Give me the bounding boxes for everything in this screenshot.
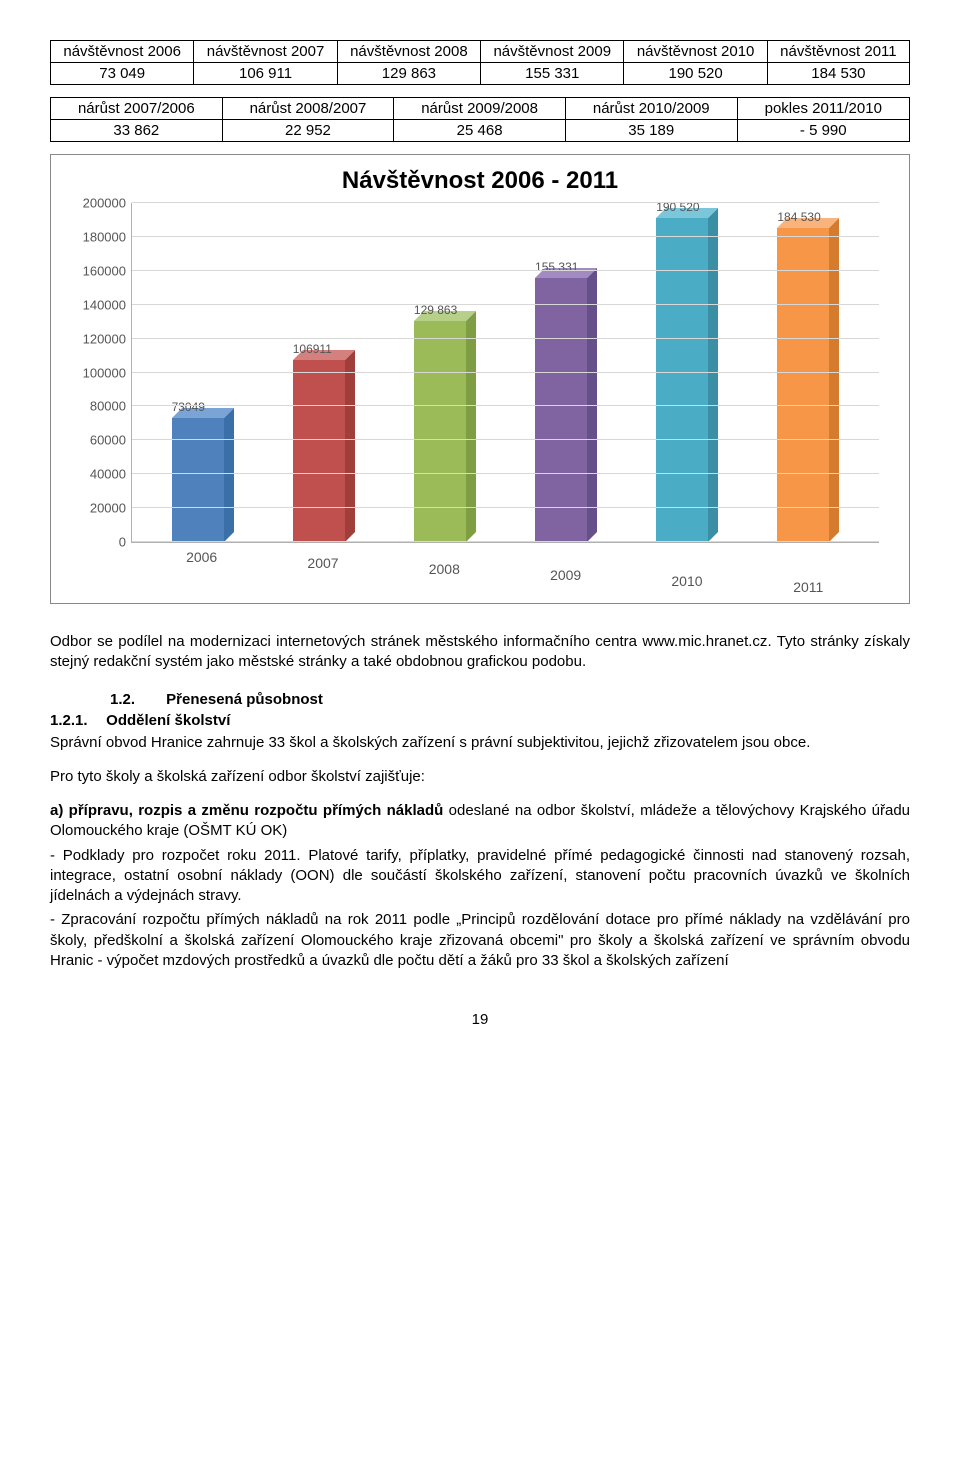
plot-area: 73049106911129 863155 331190 520184 530 … bbox=[131, 203, 879, 543]
visits-table: návštěvnost 2006 návštěvnost 2007 návště… bbox=[50, 40, 910, 85]
table-header: návštěvnost 2010 bbox=[624, 41, 767, 63]
text: Odbor se podílel na modernizaci internet… bbox=[50, 633, 642, 650]
y-tick-label: 0 bbox=[72, 535, 126, 550]
heading-level-3: 1.2.1. Oddělení školství bbox=[50, 712, 910, 729]
grid-line bbox=[132, 439, 879, 440]
table-cell: 22 952 bbox=[222, 120, 394, 142]
y-tick-label: 60000 bbox=[72, 433, 126, 448]
heading-text: Přenesená působnost bbox=[166, 691, 323, 708]
paragraph: - Zpracování rozpočtu přímých nákladů na… bbox=[50, 910, 910, 971]
table-header: nárůst 2008/2007 bbox=[222, 98, 394, 120]
grid-line bbox=[132, 507, 879, 508]
y-tick-label: 200000 bbox=[72, 196, 126, 211]
grid-line bbox=[132, 270, 879, 271]
paragraph: Odbor se podílel na modernizaci internet… bbox=[50, 632, 910, 673]
x-axis-labels: 2006 2007 2008 2009 2010 2011 bbox=[131, 543, 879, 593]
x-tick-label: 2006 bbox=[167, 543, 237, 593]
table-header: návštěvnost 2009 bbox=[481, 41, 624, 63]
table-cell: 25 468 bbox=[394, 120, 566, 142]
y-tick-label: 140000 bbox=[72, 297, 126, 312]
heading-level-2: 1.2. Přenesená působnost bbox=[110, 691, 910, 708]
heading-number: 1.2. bbox=[110, 691, 162, 708]
table-cell: 129 863 bbox=[337, 63, 480, 85]
table-cell: 33 862 bbox=[51, 120, 223, 142]
y-tick-label: 100000 bbox=[72, 365, 126, 380]
table-cell: 73 049 bbox=[51, 63, 194, 85]
table-header: nárůst 2007/2006 bbox=[51, 98, 223, 120]
bar: 129 863 bbox=[410, 321, 480, 542]
y-tick-label: 80000 bbox=[72, 399, 126, 414]
table-cell: 190 520 bbox=[624, 63, 767, 85]
table-header: návštěvnost 2007 bbox=[194, 41, 337, 63]
y-tick-label: 20000 bbox=[72, 501, 126, 516]
x-tick-label: 2008 bbox=[409, 543, 479, 593]
x-tick-label: 2011 bbox=[773, 543, 843, 593]
bar: 155 331 bbox=[531, 278, 601, 542]
y-tick-label: 160000 bbox=[72, 263, 126, 278]
grid-line bbox=[132, 473, 879, 474]
bars-row: 73049 106911 129 863 155 331 190 520 184 530 bbox=[132, 203, 879, 542]
y-tick-label: 180000 bbox=[72, 229, 126, 244]
paragraph: - Podklady pro rozpočet roku 2011. Plato… bbox=[50, 846, 910, 907]
grid-line bbox=[132, 372, 879, 373]
table-header: návštěvnost 2008 bbox=[337, 41, 480, 63]
bar-value-label: 155 331 bbox=[535, 260, 578, 274]
grid-line bbox=[132, 541, 879, 542]
chart-title: Návštěvnost 2006 - 2011 bbox=[71, 167, 889, 195]
table-cell: 35 189 bbox=[565, 120, 737, 142]
grid-line bbox=[132, 405, 879, 406]
bar: 184 530 bbox=[773, 228, 843, 542]
table-header: nárůst 2009/2008 bbox=[394, 98, 566, 120]
grid-line bbox=[132, 236, 879, 237]
table-row: 33 862 22 952 25 468 35 189 - 5 990 bbox=[51, 120, 910, 142]
paragraph: a) přípravu, rozpis a změnu rozpočtu pří… bbox=[50, 801, 910, 842]
bar: 106911 bbox=[289, 360, 359, 542]
bar-value-label: 106911 bbox=[293, 342, 332, 356]
table-header: nárůst 2010/2009 bbox=[565, 98, 737, 120]
grid-line bbox=[132, 304, 879, 305]
heading-text: Oddělení školství bbox=[106, 712, 230, 729]
table-cell: - 5 990 bbox=[737, 120, 909, 142]
x-tick-label: 2010 bbox=[652, 543, 722, 593]
page-number: 19 bbox=[50, 1011, 910, 1028]
chart-plot: 73049106911129 863155 331190 520184 530 … bbox=[131, 203, 879, 593]
paragraph: Pro tyto školy a školská zařízení odbor … bbox=[50, 767, 910, 787]
y-tick-label: 40000 bbox=[72, 467, 126, 482]
table-header: pokles 2011/2010 bbox=[737, 98, 909, 120]
bar: 190 520 bbox=[652, 218, 722, 542]
x-tick-label: 2009 bbox=[531, 543, 601, 593]
bar-value-label: 184 530 bbox=[777, 210, 820, 224]
y-tick-label: 120000 bbox=[72, 331, 126, 346]
table-cell: 184 530 bbox=[767, 63, 909, 85]
table-cell: 106 911 bbox=[194, 63, 337, 85]
x-tick-label: 2007 bbox=[288, 543, 358, 593]
visits-chart: Návštěvnost 2006 - 2011 73049 106911 129 8… bbox=[50, 154, 910, 604]
heading-number: 1.2.1. bbox=[50, 712, 102, 729]
bar-value-label: 129 863 bbox=[414, 303, 457, 317]
table-header: návštěvnost 2011 bbox=[767, 41, 909, 63]
bar-value-label: 73049 bbox=[172, 400, 205, 414]
bold-text: a) přípravu, rozpis a změnu rozpočtu pří… bbox=[50, 802, 443, 819]
table-cell: 155 331 bbox=[481, 63, 624, 85]
grid-line bbox=[132, 338, 879, 339]
grid-line bbox=[132, 202, 879, 203]
table-row: návštěvnost 2006 návštěvnost 2007 návště… bbox=[51, 41, 910, 63]
table-row: nárůst 2007/2006 nárůst 2008/2007 nárůst… bbox=[51, 98, 910, 120]
bar: 73049 bbox=[168, 418, 238, 542]
table-row: 73 049 106 911 129 863 155 331 190 520 1… bbox=[51, 63, 910, 85]
link-mic[interactable]: www.mic.hranet.cz bbox=[642, 633, 767, 650]
paragraph: Správní obvod Hranice zahrnuje 33 škol a… bbox=[50, 733, 910, 753]
growth-table: nárůst 2007/2006 nárůst 2008/2007 nárůst… bbox=[50, 97, 910, 142]
table-header: návštěvnost 2006 bbox=[51, 41, 194, 63]
